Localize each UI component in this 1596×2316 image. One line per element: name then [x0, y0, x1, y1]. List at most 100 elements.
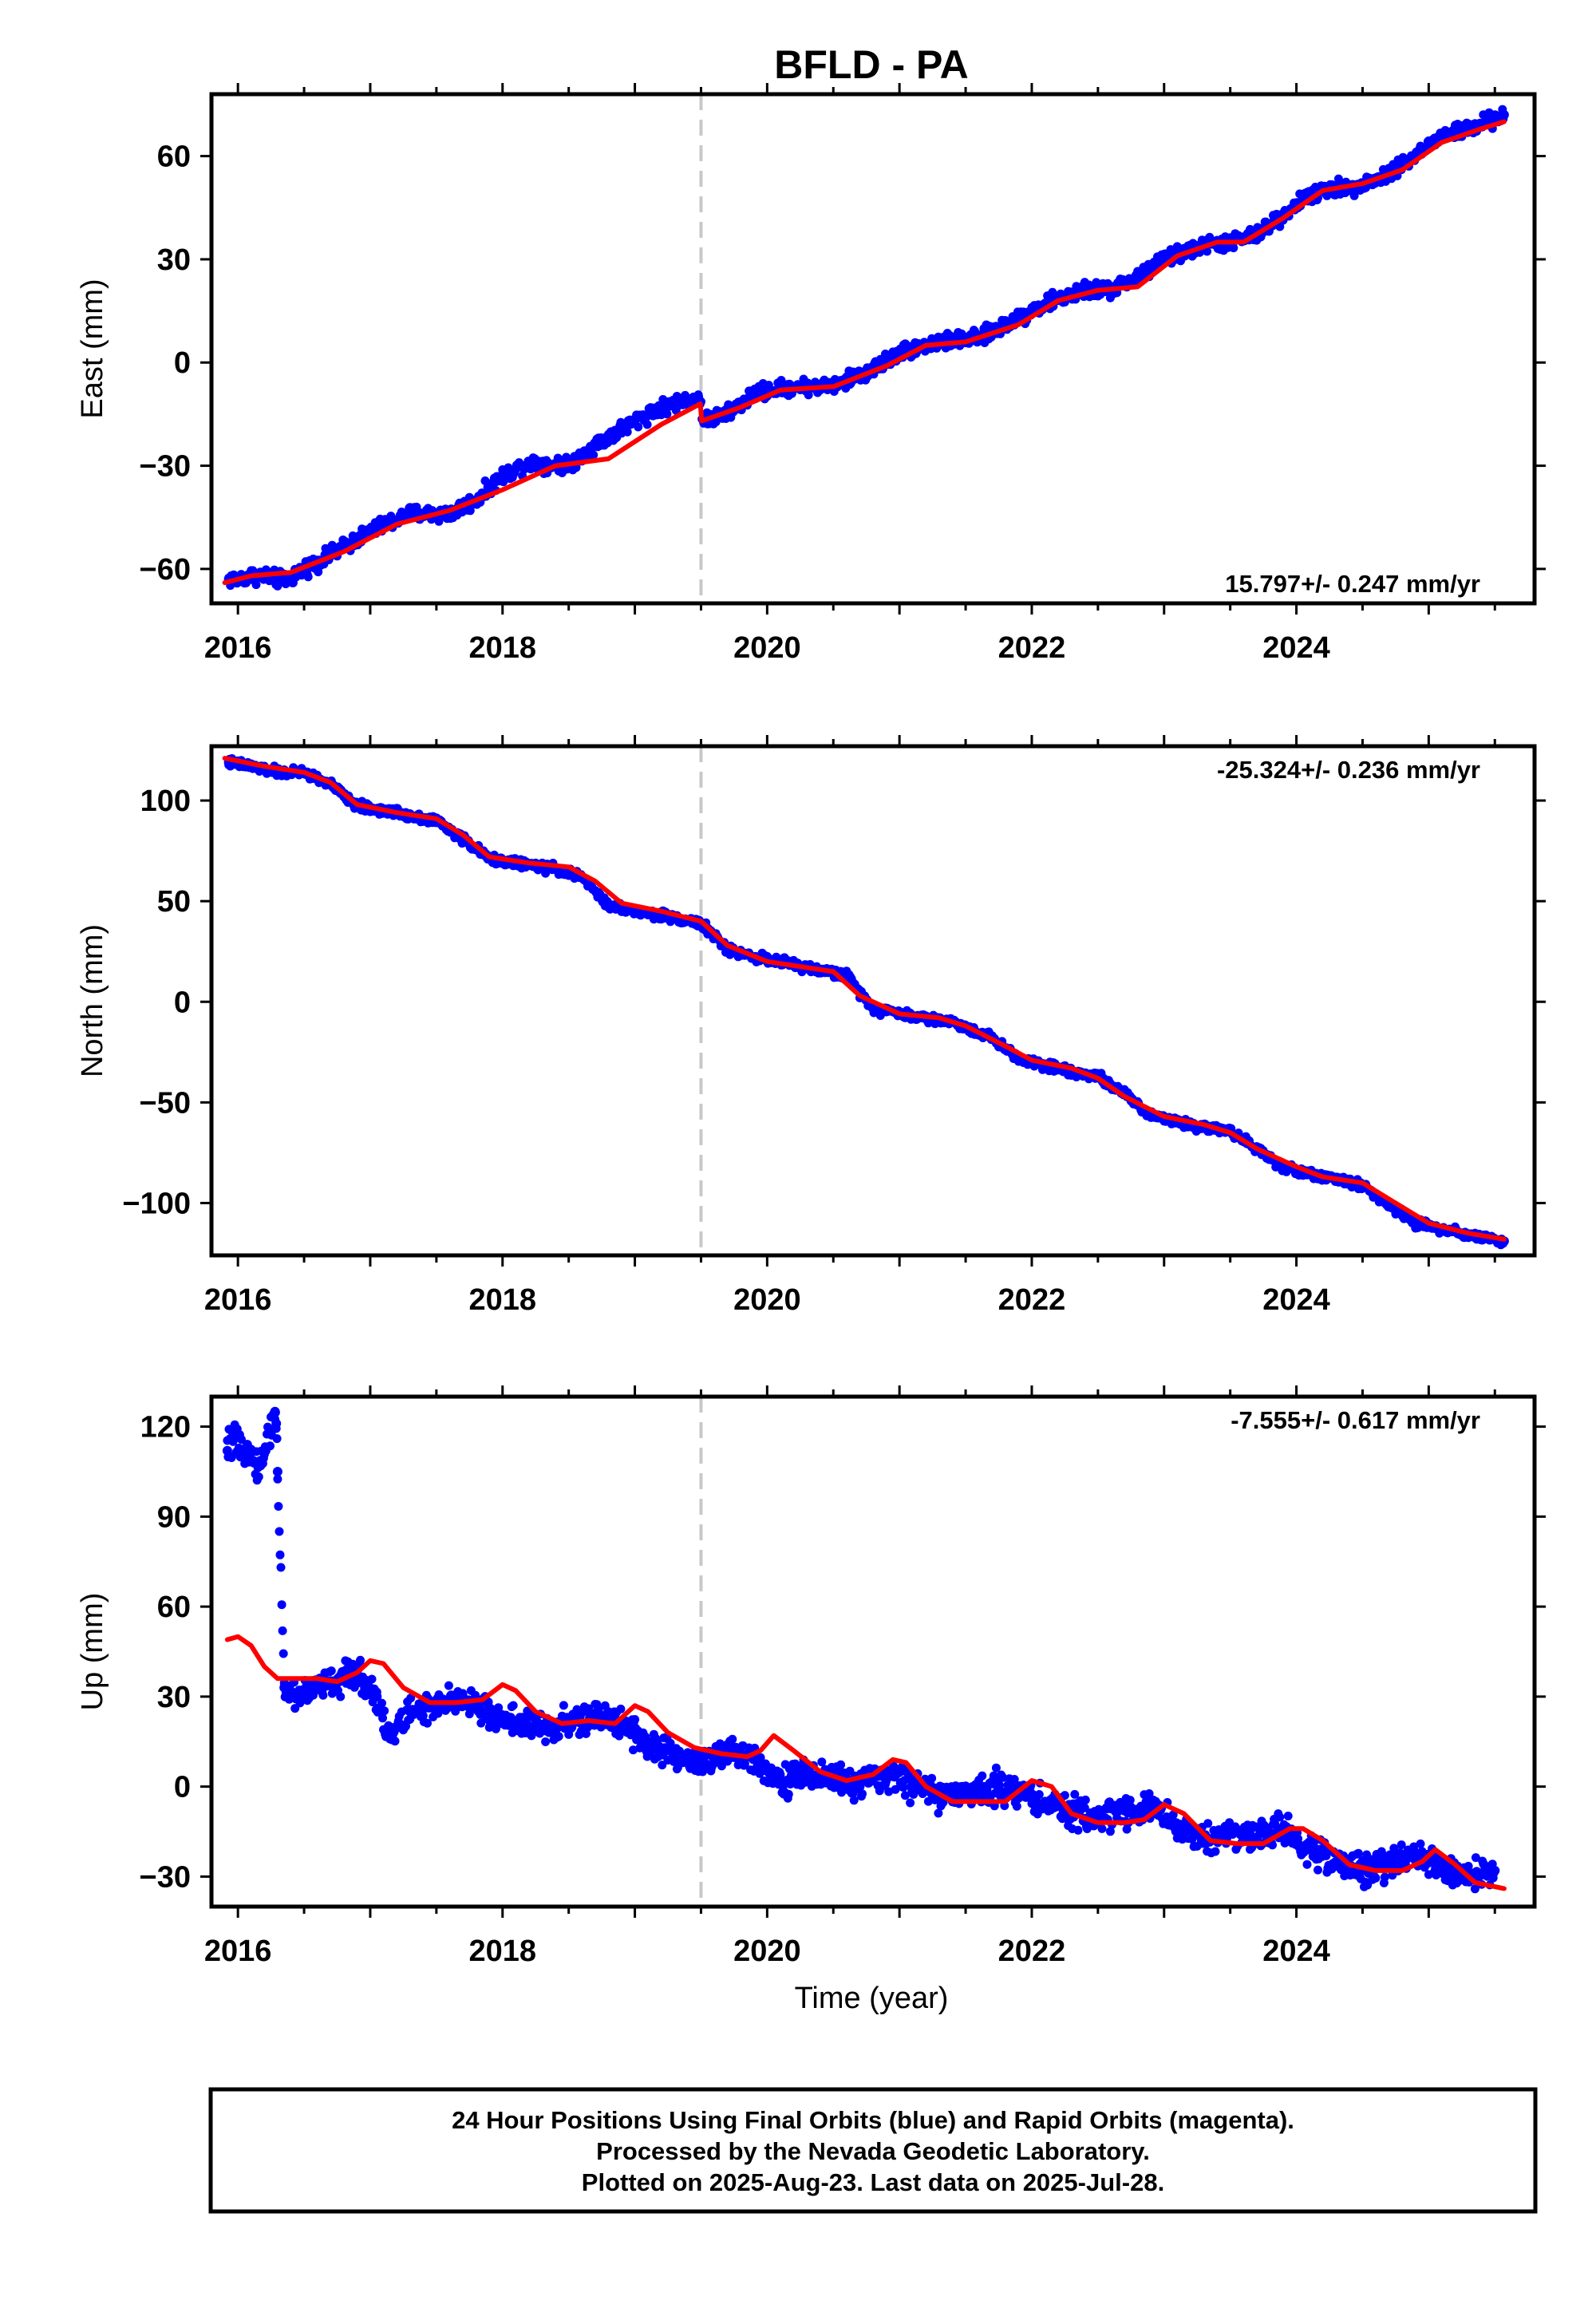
- position-point: [1470, 1884, 1479, 1894]
- position-point: [1040, 1796, 1050, 1807]
- position-point: [372, 1691, 382, 1701]
- position-point: [229, 1433, 239, 1444]
- position-point: [541, 1737, 551, 1746]
- position-point: [1353, 1848, 1363, 1858]
- position-point: [444, 1681, 453, 1690]
- velocity-estimate: -25.324+/- 0.236 mm/yr: [1217, 756, 1480, 784]
- position-point: [784, 1789, 793, 1799]
- position-point: [642, 420, 652, 429]
- daily-positions: [222, 1406, 1500, 1894]
- y-tick-label: −100: [122, 1187, 191, 1220]
- position-point: [1305, 1844, 1315, 1855]
- position-point: [1471, 1853, 1480, 1863]
- position-point: [279, 1649, 288, 1658]
- position-point: [272, 1467, 282, 1476]
- y-tick-label: 0: [174, 346, 191, 380]
- position-point: [367, 1674, 377, 1684]
- position-point: [554, 1732, 563, 1741]
- position-point: [891, 1784, 900, 1794]
- position-point: [841, 970, 851, 981]
- position-point: [1464, 1861, 1473, 1871]
- position-point: [1080, 1803, 1089, 1812]
- position-point: [1436, 130, 1447, 140]
- x-tick-label: 2016: [204, 1283, 272, 1317]
- position-point: [961, 1790, 971, 1800]
- position-point: [523, 457, 534, 468]
- position-point: [321, 543, 330, 553]
- position-point: [643, 1740, 654, 1749]
- position-point: [907, 1778, 918, 1788]
- position-point: [1122, 1824, 1132, 1834]
- velocity-estimate: -7.555+/- 0.617 mm/yr: [1231, 1406, 1480, 1434]
- plot-frame: [209, 92, 1537, 606]
- position-point: [1225, 1827, 1235, 1836]
- position-point: [1168, 1810, 1178, 1820]
- position-point: [881, 1769, 891, 1780]
- x-axis-label: Time (year): [795, 1982, 949, 2015]
- position-point: [276, 1563, 286, 1572]
- position-point: [1410, 1218, 1420, 1228]
- position-point: [1499, 109, 1509, 120]
- y-tick-label: 0: [174, 1771, 191, 1804]
- position-point: [590, 440, 600, 450]
- position-point: [849, 1796, 859, 1805]
- position-point: [235, 1452, 246, 1462]
- position-point: [1490, 1865, 1500, 1875]
- position-point: [271, 1418, 282, 1429]
- position-point: [385, 1733, 395, 1744]
- y-tick-label: −30: [140, 450, 191, 484]
- x-tick-label: 2022: [998, 631, 1066, 665]
- x-tick-label: 2016: [204, 1935, 272, 1968]
- position-point: [630, 416, 640, 426]
- position-point: [616, 1704, 626, 1713]
- y-tick-label: 30: [157, 243, 191, 277]
- position-point: [272, 574, 282, 584]
- position-point: [899, 1782, 908, 1792]
- position-point: [998, 1773, 1008, 1782]
- position-point: [1302, 1860, 1312, 1869]
- position-point: [1144, 1789, 1154, 1798]
- position-point: [484, 1709, 495, 1720]
- position-point: [275, 1527, 284, 1536]
- y-tick-label: 120: [140, 1411, 191, 1445]
- position-point: [804, 390, 813, 400]
- footnote-box: 24 Hour Positions Using Final Orbits (bl…: [208, 2087, 1538, 2214]
- position-point: [537, 1725, 547, 1735]
- position-point: [1125, 1796, 1135, 1805]
- position-point: [274, 1502, 283, 1511]
- position-point: [987, 1778, 998, 1788]
- position-point: [553, 453, 563, 463]
- position-point: [775, 1776, 785, 1786]
- position-point: [927, 1773, 937, 1783]
- model-fit-line: [222, 756, 1507, 1242]
- position-point: [1268, 1840, 1277, 1850]
- chart-title: BFLD - PA: [774, 42, 968, 87]
- x-tick-label: 2018: [468, 631, 536, 665]
- position-point: [1283, 1812, 1293, 1820]
- position-point: [292, 1691, 302, 1701]
- position-point: [836, 1760, 846, 1769]
- x-tick-label: 2020: [733, 631, 801, 665]
- position-point: [906, 1798, 915, 1808]
- position-point: [817, 1757, 827, 1767]
- position-point: [884, 1787, 894, 1796]
- position-point: [405, 1706, 415, 1717]
- position-point: [511, 1716, 521, 1725]
- y-tick-label: 50: [157, 885, 191, 919]
- position-point: [1384, 1856, 1394, 1867]
- position-point: [670, 1752, 680, 1762]
- position-point: [629, 1745, 638, 1755]
- position-point: [278, 1626, 287, 1635]
- position-point: [1132, 271, 1143, 282]
- position-point: [1371, 1873, 1381, 1883]
- position-point: [1380, 1872, 1389, 1882]
- y-tick-label: 60: [157, 140, 191, 174]
- position-point: [749, 389, 759, 398]
- position-point: [622, 427, 632, 437]
- position-point: [1097, 1824, 1107, 1833]
- position-point: [242, 1440, 252, 1450]
- position-point: [1331, 1856, 1341, 1867]
- y-tick-label: 30: [157, 1681, 191, 1714]
